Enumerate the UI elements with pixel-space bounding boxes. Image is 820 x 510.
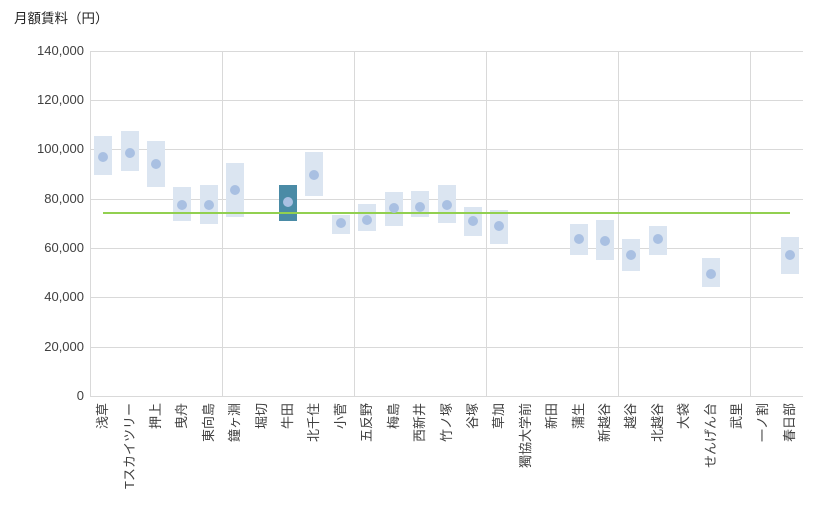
y-gridline xyxy=(90,99,803,101)
x-tick-label: せんげん台 xyxy=(702,403,718,469)
x-tick-label: 浅草 xyxy=(95,403,111,430)
mean-dot xyxy=(283,197,294,208)
x-tick-label: 大袋 xyxy=(676,403,692,430)
y-tick-label: 40,000 xyxy=(44,289,84,305)
y-gridline xyxy=(90,149,803,151)
x-tick-label: 蒲生 xyxy=(570,403,586,430)
mean-dot xyxy=(441,199,452,210)
x-tick-label: 曳舟 xyxy=(174,403,190,430)
mean-dot xyxy=(230,184,241,195)
x-tick-label: 北越谷 xyxy=(649,403,665,443)
x-tick-label: 一ノ割 xyxy=(755,403,771,443)
y-gridline xyxy=(90,396,803,397)
chart-title: 月額賃料（円） xyxy=(14,11,109,26)
x-tick-label: 武里 xyxy=(728,403,744,430)
x-tick-label: 竹ノ塚 xyxy=(438,403,454,443)
y-tick-label: 140,000 xyxy=(37,42,84,58)
y-tick-label: 20,000 xyxy=(44,338,84,354)
x-tick-label: 新田 xyxy=(544,403,560,430)
y-tick-label: 80,000 xyxy=(44,190,84,206)
mean-dot xyxy=(494,220,505,231)
y-tick-label: 60,000 xyxy=(44,239,84,255)
mean-dot xyxy=(626,250,637,261)
x-tick-label: 谷塚 xyxy=(464,403,480,430)
x-gridline xyxy=(618,50,620,396)
mean-dot xyxy=(98,151,109,162)
x-tick-label: 鐘ヶ淵 xyxy=(227,403,243,443)
x-tick-label: Tスカイツリー xyxy=(121,403,137,489)
x-tick-label: 牛田 xyxy=(280,403,296,430)
x-tick-label: 堀切 xyxy=(253,403,269,430)
x-tick-label: 草加 xyxy=(491,403,507,430)
mean-dot xyxy=(573,234,584,245)
mean-dot xyxy=(784,250,795,261)
mean-dot xyxy=(203,199,214,210)
x-tick-label: 西新井 xyxy=(412,403,428,443)
x-tick-label: 梅島 xyxy=(385,403,401,430)
y-gridline xyxy=(90,50,803,52)
y-gridline xyxy=(90,247,803,249)
x-tick-label: 越谷 xyxy=(623,403,639,430)
x-gridline xyxy=(750,50,752,396)
y-tick-label: 100,000 xyxy=(37,141,84,157)
x-tick-label: 小菅 xyxy=(332,403,348,430)
x-gridline xyxy=(486,50,488,396)
mean-dot xyxy=(309,170,320,181)
x-gridline xyxy=(90,50,91,396)
x-tick-label: 押上 xyxy=(148,403,164,430)
y-gridline xyxy=(90,297,803,299)
mean-dot xyxy=(705,268,716,279)
mean-dot xyxy=(652,234,663,245)
x-tick-label: 新越谷 xyxy=(596,403,612,443)
y-tick-label: 120,000 xyxy=(37,91,84,107)
x-tick-label: 春日部 xyxy=(781,403,797,443)
y-gridline xyxy=(90,346,803,348)
mean-dot xyxy=(335,218,346,229)
mean-dot xyxy=(177,199,188,210)
mean-dot xyxy=(415,202,426,213)
y-tick-label: 0 xyxy=(76,388,84,403)
x-tick-label: 東向島 xyxy=(200,403,216,443)
x-tick-label: 五反野 xyxy=(359,403,375,443)
mean-dot xyxy=(362,214,373,225)
x-tick-label: 北千住 xyxy=(306,403,322,443)
x-gridline xyxy=(354,50,356,396)
mean-dot xyxy=(467,215,478,226)
mean-dot xyxy=(124,147,135,158)
average-line xyxy=(103,211,790,214)
mean-dot xyxy=(599,235,610,246)
mean-dot xyxy=(388,203,399,214)
x-gridline xyxy=(222,50,224,396)
x-tick-label: 獨協大学前 xyxy=(517,403,533,469)
mean-dot xyxy=(151,159,162,170)
